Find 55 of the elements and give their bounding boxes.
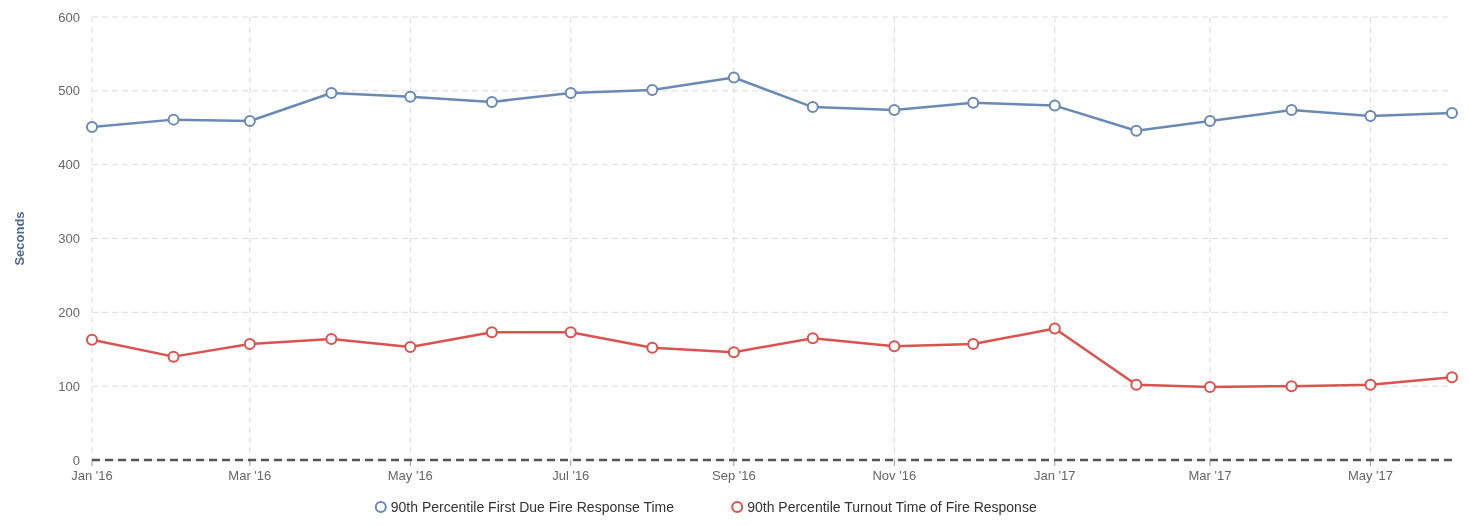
point bbox=[86, 121, 98, 134]
point bbox=[888, 104, 901, 117]
point bbox=[1285, 104, 1298, 117]
point bbox=[564, 87, 577, 100]
point bbox=[727, 346, 740, 359]
point bbox=[646, 84, 659, 97]
point bbox=[806, 101, 819, 114]
point bbox=[1285, 380, 1298, 393]
point bbox=[86, 333, 98, 346]
point bbox=[1446, 106, 1458, 119]
x-tick-label: Jan '17 bbox=[1034, 468, 1076, 483]
y-tick-label: 100 bbox=[58, 378, 80, 394]
point bbox=[967, 96, 980, 109]
y-tick-label: 0 bbox=[72, 452, 80, 468]
point bbox=[243, 338, 256, 351]
x-tick-label: Sep '16 bbox=[712, 468, 756, 483]
y-tick-label: 600 bbox=[58, 9, 80, 25]
point bbox=[1203, 380, 1216, 393]
point bbox=[1364, 378, 1377, 391]
point bbox=[806, 332, 819, 345]
legend-label: 90th Percentile Turnout Time of Fire Response bbox=[747, 499, 1037, 515]
point bbox=[325, 332, 338, 345]
y-tick-label: 200 bbox=[58, 304, 80, 320]
point bbox=[646, 341, 659, 354]
point bbox=[167, 113, 180, 126]
point bbox=[727, 71, 740, 84]
point bbox=[404, 90, 417, 103]
point bbox=[485, 95, 498, 108]
x-tick-label: Jul '16 bbox=[552, 468, 590, 483]
point bbox=[1048, 99, 1061, 112]
y-tick-label: 300 bbox=[58, 231, 80, 247]
y-tick-label: 500 bbox=[58, 83, 80, 99]
point bbox=[1203, 115, 1216, 128]
point bbox=[243, 115, 256, 128]
point bbox=[1130, 124, 1143, 137]
x-tick-label: May '16 bbox=[387, 468, 433, 483]
point bbox=[1130, 378, 1143, 391]
point bbox=[888, 340, 901, 353]
point bbox=[564, 326, 577, 339]
y-tick-label: 400 bbox=[58, 157, 80, 173]
point bbox=[485, 326, 498, 339]
x-tick-label: Nov '16 bbox=[872, 468, 917, 483]
x-tick-label: May '17 bbox=[1347, 468, 1394, 483]
point bbox=[1048, 322, 1061, 335]
point bbox=[404, 341, 417, 354]
x-tick-label: Mar '16 bbox=[228, 468, 272, 483]
x-tick-label: Mar '17 bbox=[1188, 468, 1232, 483]
point bbox=[167, 350, 180, 363]
point bbox=[1446, 371, 1458, 384]
point bbox=[967, 338, 980, 351]
x-tick-label: Jan '16 bbox=[71, 468, 113, 483]
y-axis-title: Seconds bbox=[12, 211, 27, 266]
legend-label: 90th Percentile First Due Fire Response Time bbox=[390, 499, 675, 515]
point bbox=[325, 87, 338, 100]
point bbox=[1364, 109, 1377, 122]
